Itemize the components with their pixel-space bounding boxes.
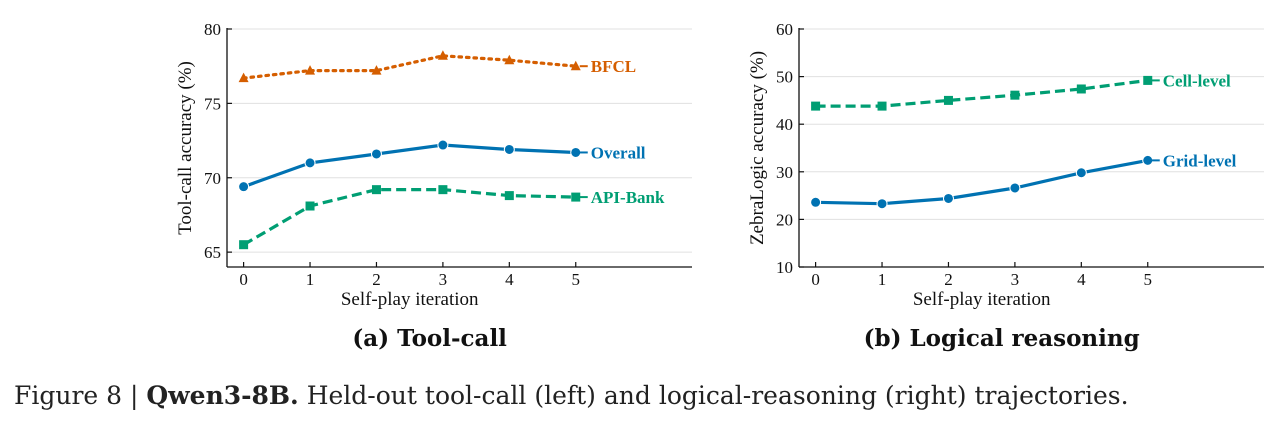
x-tick-label: 5 (1144, 270, 1153, 289)
data-point-api-bank (305, 201, 315, 211)
data-point-grid-level (876, 198, 888, 210)
data-point-api-bank (504, 191, 514, 201)
data-point-overall (238, 181, 250, 193)
x-axis-label: Self-play iteration (913, 289, 1051, 310)
y-tick-label: 40 (776, 115, 793, 134)
data-point-overall (370, 148, 382, 160)
y-axis-label: Tool-call accuracy (%) (175, 61, 196, 235)
caption-figure-number: Figure 8 | (14, 381, 147, 410)
y-tick-label: 60 (776, 20, 793, 39)
series-line-bfcl (242, 54, 578, 80)
data-point-overall (503, 143, 515, 155)
data-point-api-bank (239, 240, 249, 250)
series-label-cell-level: Cell-level (1163, 71, 1231, 90)
data-point-bfcl (238, 72, 249, 83)
panel-logical-reasoning: 10 20 30 40 50 60 0 1 2 3 4 5 Self-play iteration Zeb… (747, 20, 1264, 352)
x-tick-label: 0 (811, 270, 820, 289)
data-point-bfcl (437, 50, 448, 60)
data-point-cell-level (877, 101, 887, 111)
y-tick-label: 50 (776, 68, 793, 87)
series-line-overall (243, 143, 576, 189)
data-point-cell-level (943, 95, 953, 105)
x-tick-label: 5 (572, 270, 581, 289)
y-tick-label: 75 (204, 94, 221, 113)
data-point-overall (304, 157, 316, 169)
y-tick-label: 65 (204, 243, 221, 262)
x-tick-label: 1 (878, 270, 887, 289)
data-point-overall (570, 146, 582, 158)
series-line-cell-level (815, 78, 1149, 108)
series-label-grid-level: Grid-level (1163, 151, 1237, 170)
figure-caption: Figure 8 | Qwen3-8B. Held-out tool-call … (14, 381, 1129, 410)
x-tick-label: 1 (306, 270, 315, 289)
series-line-api-bank (242, 188, 576, 247)
series-label-bfcl: BFCL (591, 57, 636, 76)
series-label-overall: Overall (591, 143, 646, 162)
y-tick-label: 30 (776, 163, 793, 182)
data-point-cell-level (811, 101, 821, 111)
y-tick-label: 70 (204, 169, 221, 188)
data-point-bfcl (305, 65, 316, 75)
data-point-bfcl (570, 60, 581, 71)
data-point-api-bank (438, 185, 448, 195)
data-point-bfcl (371, 65, 382, 75)
x-tick-label: 0 (239, 270, 248, 289)
panel-subtitle: (b) Logical reasoning (864, 325, 1140, 352)
data-point-cell-level (1076, 84, 1086, 94)
data-point-cell-level (1010, 90, 1020, 100)
caption-text: Held-out tool-call (left) and logical-re… (298, 381, 1129, 410)
data-point-grid-level (1075, 167, 1087, 179)
panel-subtitle: (a) Tool-call (352, 325, 507, 352)
series-label-api-bank: API-Bank (591, 188, 665, 207)
data-point-cell-level (1143, 75, 1153, 85)
y-tick-label: 80 (204, 20, 221, 39)
data-point-api-bank (371, 185, 381, 195)
x-tick-label: 3 (439, 270, 448, 289)
data-point-grid-level (1009, 182, 1021, 194)
panel-tool-call: 65 70 75 80 0 1 2 3 4 5 Self-play iteration Tool-ca… (175, 20, 692, 352)
y-tick-label: 20 (776, 210, 793, 229)
data-point-grid-level (1142, 154, 1154, 166)
x-tick-label: 4 (505, 270, 514, 289)
x-tick-label: 4 (1077, 270, 1086, 289)
y-tick-label: 10 (776, 258, 793, 277)
series-line-grid-level (815, 158, 1149, 206)
data-point-grid-level (942, 192, 954, 204)
x-tick-label: 2 (944, 270, 953, 289)
data-point-overall (437, 139, 449, 151)
x-tick-label: 2 (372, 270, 381, 289)
data-point-api-bank (571, 192, 581, 202)
caption-model: Qwen3-8B. (146, 381, 299, 410)
data-point-grid-level (810, 196, 822, 208)
x-tick-label: 3 (1011, 270, 1020, 289)
x-axis-label: Self-play iteration (341, 289, 479, 310)
data-point-bfcl (504, 54, 515, 65)
y-axis-label: ZebraLogic accuracy (%) (747, 51, 768, 245)
